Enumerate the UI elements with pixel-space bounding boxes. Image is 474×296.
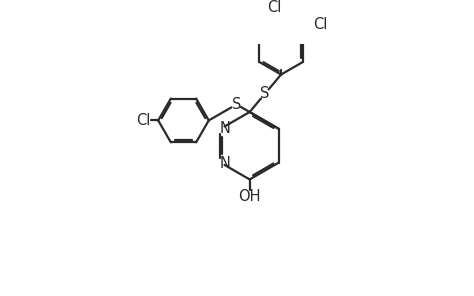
Text: N: N: [219, 120, 230, 136]
Text: N: N: [219, 156, 230, 171]
Text: S: S: [260, 86, 270, 102]
Text: Cl: Cl: [313, 17, 327, 32]
Text: OH: OH: [238, 189, 261, 204]
Text: Cl: Cl: [267, 0, 282, 15]
Text: Cl: Cl: [136, 113, 150, 128]
Text: S: S: [232, 97, 241, 112]
